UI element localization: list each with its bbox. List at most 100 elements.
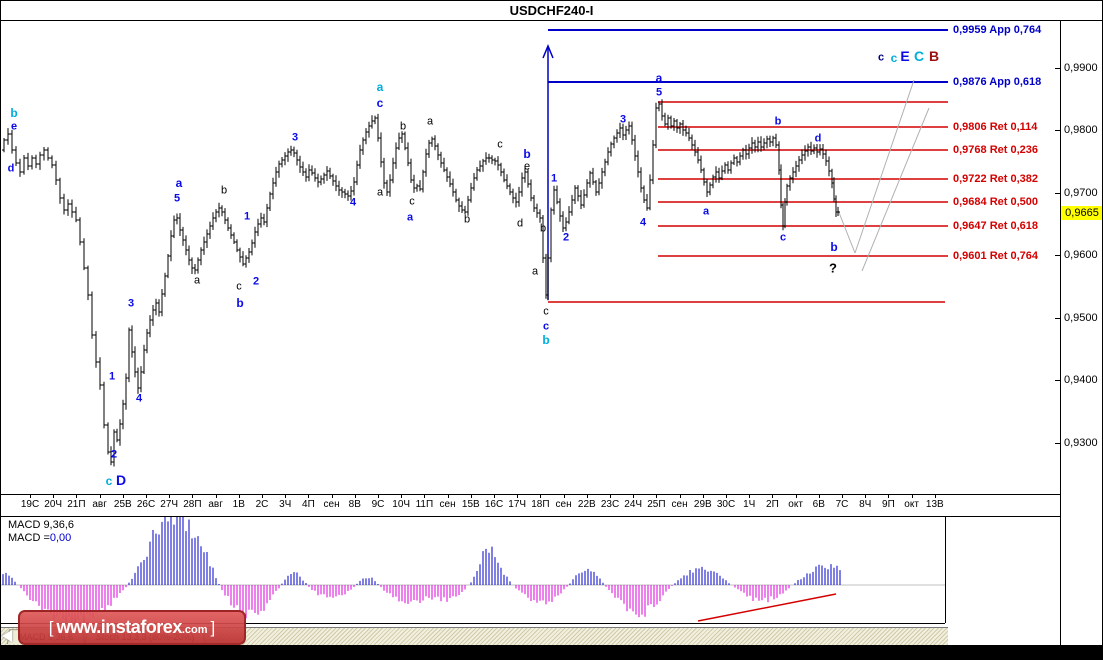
date-axis-tick xyxy=(331,495,333,498)
wave-label: 2 xyxy=(562,231,570,244)
date-axis-tick xyxy=(215,495,217,498)
wave-label: D xyxy=(115,472,127,488)
fib-level-label: 0,9722 Ret 0,382 xyxy=(953,173,1039,185)
price-axis-label: 0,9800 xyxy=(1064,124,1098,136)
price-axis-tick xyxy=(1055,193,1060,194)
date-axis-label: 17Ч xyxy=(508,499,527,510)
wave-label: a xyxy=(655,71,663,85)
wave-label: d xyxy=(516,217,524,230)
wave-label: e xyxy=(10,120,18,133)
date-axis-label: 22В xyxy=(577,499,596,510)
date-axis-tick xyxy=(633,495,635,498)
wave-label: b xyxy=(10,106,18,120)
price-axis-tick xyxy=(1055,380,1060,381)
wave-label: a xyxy=(426,115,434,128)
date-axis-tick xyxy=(285,495,287,498)
date-axis-label: 13В xyxy=(925,499,944,510)
macd-indicator-canvas[interactable] xyxy=(0,517,945,623)
wave-label: 3 xyxy=(291,131,299,144)
wave-label: 1 xyxy=(108,370,116,383)
fib-level-label: 0,9647 Ret 0,618 xyxy=(953,220,1039,232)
date-axis-tick xyxy=(53,495,55,498)
wave-label: a xyxy=(193,274,201,287)
date-axis-label: 20Ч xyxy=(44,499,63,510)
date-axis-tick xyxy=(262,495,263,498)
wave-label: a xyxy=(376,80,384,94)
date-axis-label: авг xyxy=(92,499,107,510)
date-axis-label: 19С xyxy=(20,499,40,510)
date-axis-label: 8Ч xyxy=(859,499,872,510)
wave-label: c xyxy=(779,231,787,244)
current-price-tag: 0,9665 xyxy=(1061,206,1103,220)
date-axis-tick xyxy=(586,495,588,498)
date-axis-label: 1В xyxy=(232,499,245,510)
wave-label: a xyxy=(406,211,414,224)
macd-top-border xyxy=(0,516,1060,517)
date-axis-tick xyxy=(146,495,147,498)
date-axis-label: 1Ч xyxy=(743,499,756,510)
date-axis-tick xyxy=(99,495,101,498)
price-axis-label: 0,9900 xyxy=(1064,62,1098,74)
wave-label: c xyxy=(890,51,898,65)
wave-label: 4 xyxy=(349,196,357,209)
wave-label: 4 xyxy=(135,392,143,405)
wave-label: 3 xyxy=(619,113,627,126)
date-axis-label: 9С xyxy=(371,499,385,510)
date-axis-tick xyxy=(726,495,727,498)
wave-label: b xyxy=(774,115,782,128)
wave-label: B xyxy=(928,48,940,64)
fib-level-label: 0,9876 App 0,618 xyxy=(953,76,1042,88)
fib-level-label: 0,9768 Ret 0,236 xyxy=(953,144,1039,156)
date-axis-label: 11П xyxy=(415,499,434,510)
date-axis-label: 28П xyxy=(183,499,202,510)
wave-label: ? xyxy=(829,260,837,276)
macd-histogram-positive xyxy=(2,517,841,585)
macd-value-label: MACD =0,00 xyxy=(8,532,72,544)
price-axis-label: 0,9300 xyxy=(1064,437,1098,449)
date-axis-tick xyxy=(517,495,519,498)
yaxis-border xyxy=(1060,20,1061,645)
date-axis-label: 2С xyxy=(255,499,269,510)
wave-label: 3 xyxy=(127,297,135,310)
wave-label: a xyxy=(376,186,384,199)
instaforex-watermark: [ www.instaforex .com ] xyxy=(18,610,246,645)
macd-trendline xyxy=(697,593,837,622)
macd-bottom-border xyxy=(0,623,945,624)
date-axis-tick xyxy=(470,495,472,498)
wave-label: a xyxy=(531,265,539,278)
date-axis-label: 26С xyxy=(136,499,156,510)
date-axis-tick xyxy=(76,495,78,498)
wave-label: c xyxy=(542,320,550,333)
date-axis-tick xyxy=(354,495,356,498)
wave-label: 1 xyxy=(243,210,251,223)
date-axis-label: сен xyxy=(671,499,688,510)
wave-label: e xyxy=(523,160,531,173)
date-axis-label: 9П xyxy=(882,499,895,510)
date-axis-label: 2П xyxy=(766,499,779,510)
price-axis-tick xyxy=(1055,318,1060,319)
macd-settings-label: MACD 9,36,6 xyxy=(8,519,75,531)
date-axis-tick xyxy=(378,495,379,498)
date-axis-tick xyxy=(702,495,704,498)
wave-label: d xyxy=(814,132,822,145)
date-axis-label: 8В xyxy=(348,499,361,510)
date-axis-tick xyxy=(122,495,124,498)
fib-level-label: 0,9806 Ret 0,114 xyxy=(953,121,1038,133)
wave-label: a xyxy=(702,205,710,218)
price-chart-canvas[interactable] xyxy=(0,0,1103,494)
wave-label: b xyxy=(542,333,550,347)
date-axis-label: окт xyxy=(904,499,919,510)
macd-value: 0,00 xyxy=(49,532,72,544)
wave-label: 2 xyxy=(252,275,260,288)
wave-label: 1 xyxy=(550,172,558,185)
date-axis-label: 25П xyxy=(647,499,666,510)
date-axis-tick xyxy=(865,495,867,498)
price-axis-label: 0,9600 xyxy=(1064,249,1098,261)
bottom-black-bar xyxy=(0,645,1103,660)
date-axis-tick xyxy=(447,495,449,498)
date-axis-label: авг xyxy=(208,499,223,510)
tab-scroll-arrow-icon[interactable] xyxy=(2,630,12,642)
wave-label: c xyxy=(376,96,384,110)
date-axis-tick xyxy=(818,495,820,498)
